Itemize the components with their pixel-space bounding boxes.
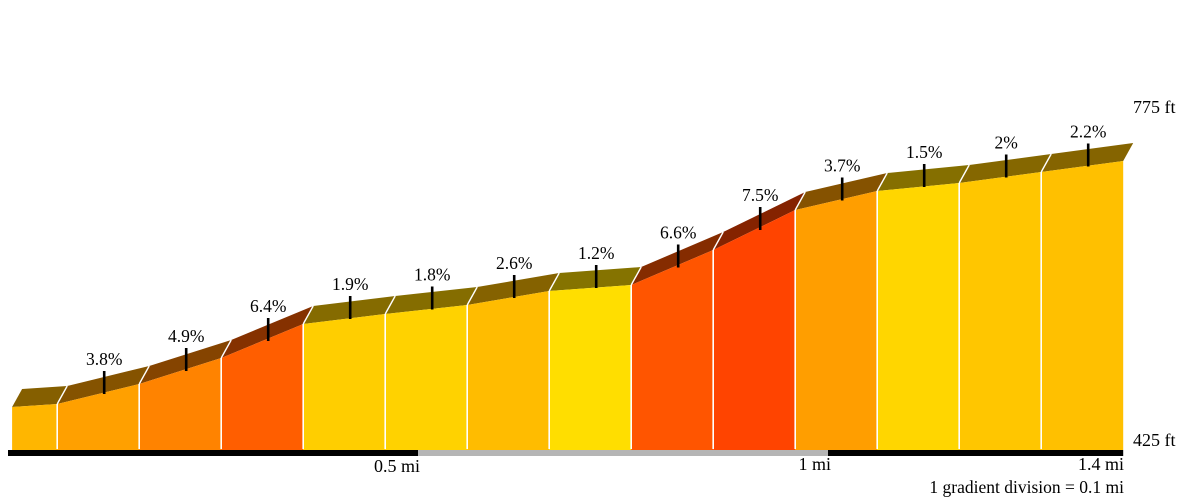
x-axis-label-end: 1.4 mi xyxy=(1078,454,1124,474)
top-face-divider xyxy=(138,365,150,385)
grade-label: 1.8% xyxy=(414,265,450,285)
gradient-division-note: 1 gradient division = 0.1 mi xyxy=(929,477,1124,497)
segment-front-face xyxy=(713,210,796,450)
top-face-divider xyxy=(220,339,232,359)
top-face-divider xyxy=(56,385,68,405)
grade-label: 2% xyxy=(995,133,1018,153)
x-axis-label-half-mile: 0.5 mi xyxy=(374,456,420,476)
grade-label: 2.2% xyxy=(1070,122,1106,142)
top-face-divider xyxy=(384,295,396,315)
segment-front-face xyxy=(139,358,222,450)
top-face-divider xyxy=(630,266,642,286)
grade-label: 3.8% xyxy=(86,349,122,369)
top-face-divider xyxy=(794,191,806,211)
segment-front-face xyxy=(631,250,714,450)
grade-label: 6.4% xyxy=(250,296,286,316)
y-axis-min-label: 425 ft xyxy=(1133,430,1176,450)
segment-front-face xyxy=(221,324,304,450)
segment-front-face xyxy=(385,305,468,450)
grade-label: 7.5% xyxy=(742,185,778,205)
segment-front-face xyxy=(1041,161,1124,450)
top-face-divider xyxy=(466,286,478,306)
segment-front-face xyxy=(57,384,140,450)
distance-axis-bar xyxy=(828,450,1124,456)
grade-label: 1.5% xyxy=(906,142,942,162)
segment-front-face xyxy=(303,314,386,450)
top-face-divider xyxy=(712,231,724,251)
top-face-divider xyxy=(548,272,560,292)
grade-label: 1.9% xyxy=(332,274,368,294)
grade-label: 3.7% xyxy=(824,156,860,176)
distance-axis-bar xyxy=(418,450,828,456)
y-axis-max-label: 775 ft xyxy=(1133,97,1176,117)
top-face-divider xyxy=(958,164,970,184)
distance-axis-bar xyxy=(8,450,418,456)
grade-label: 2.6% xyxy=(496,253,532,273)
grade-label: 4.9% xyxy=(168,326,204,346)
segment-top-face xyxy=(12,386,68,407)
segment-front-face xyxy=(795,191,878,450)
top-face-divider xyxy=(302,305,314,325)
segment-front-face xyxy=(467,291,550,450)
x-axis-label-one-mile: 1 mi xyxy=(798,454,831,474)
segment-front-face xyxy=(549,285,632,450)
segment-front-face xyxy=(959,172,1042,450)
segment-front-face xyxy=(12,404,58,450)
grade-label: 6.6% xyxy=(660,223,696,243)
top-face-divider xyxy=(1040,153,1052,173)
segment-front-face xyxy=(877,183,960,450)
grade-label: 1.2% xyxy=(578,243,614,263)
top-face-divider xyxy=(876,172,888,192)
